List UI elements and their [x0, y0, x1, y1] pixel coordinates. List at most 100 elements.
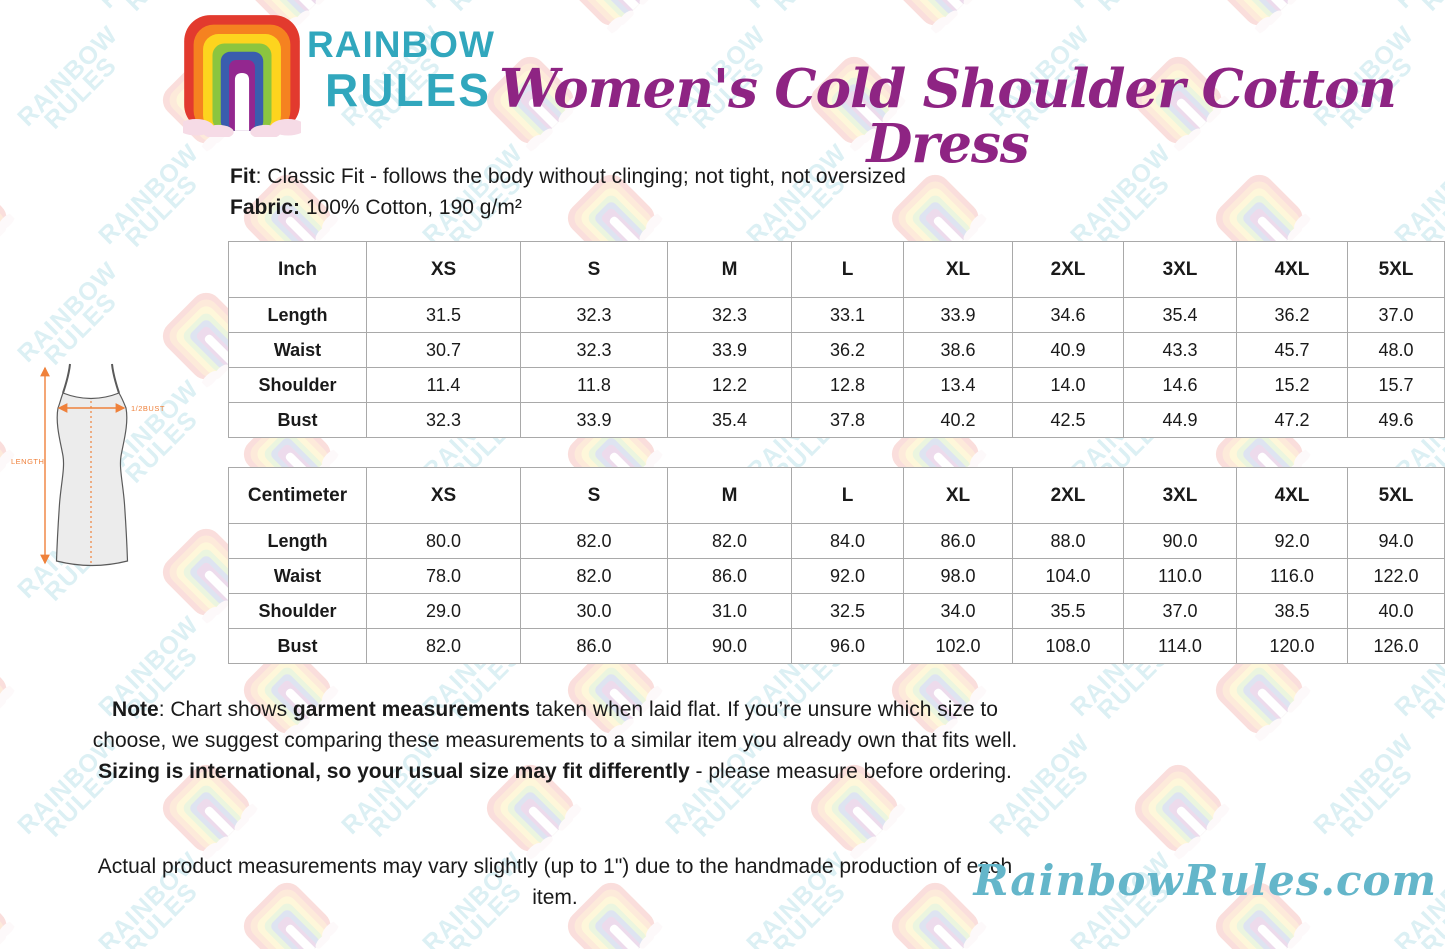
measurement-value-cell: 44.9: [1123, 402, 1237, 438]
fit-label: Fit: [230, 165, 256, 188]
measurement-value-cell: 14.0: [1012, 367, 1124, 403]
fabric-label: Fabric:: [230, 196, 301, 219]
measurement-value-cell: 47.2: [1236, 402, 1348, 438]
note-text: : Chart shows: [158, 698, 293, 721]
inch-size-table: Inch XS S M L XL 2XL 3XL 4XL 5XL Length 31.5 32.3 32.…: [228, 241, 1445, 438]
measurement-value-cell: 104.0: [1012, 558, 1124, 594]
measurement-value-cell: 90.0: [1123, 523, 1237, 559]
size-header-cell: 4XL: [1236, 467, 1348, 524]
measurement-value-cell: 45.7: [1236, 332, 1348, 368]
measurement-row: Bust 82.0 86.0 90.0 96.0 102.0 108.0 114.0 120.0…: [228, 628, 1445, 664]
measurement-value-cell: 31.0: [667, 593, 792, 629]
logo-word-rainbow: RAINBOW: [307, 24, 495, 65]
measurement-value-cell: 32.5: [791, 593, 904, 629]
note-bold-text: garment measurements: [292, 698, 530, 721]
measurement-label-cell: Length: [228, 523, 367, 559]
size-header-cell: XL: [903, 467, 1013, 524]
measurement-value-cell: 88.0: [1012, 523, 1124, 559]
measurement-row: Waist 78.0 82.0 86.0 92.0 98.0 104.0 110.0 116.0…: [228, 558, 1445, 594]
measurement-value-cell: 36.2: [1236, 297, 1348, 333]
measurement-value-cell: 40.9: [1012, 332, 1124, 368]
dress-strap-right: [111, 363, 120, 394]
product-specs: Fit: Classic Fit - follows the body with…: [230, 161, 906, 223]
note-bold-text: Sizing is international, so your usual s…: [98, 760, 690, 783]
watermark-line1: RAINBOW: [741, 0, 852, 14]
watermark-rainbow-logo-icon: [0, 167, 20, 274]
size-header-cell: S: [520, 467, 668, 524]
measurement-value-cell: 33.9: [667, 332, 792, 368]
measurement-value-cell: 40.0: [1347, 593, 1445, 629]
measurement-value-cell: 15.7: [1347, 367, 1445, 403]
fabric-text: 100% Cotton, 190 g/m²: [300, 196, 522, 219]
watermark-line1: RAINBOW: [93, 0, 204, 14]
measurement-value-cell: 33.1: [791, 297, 904, 333]
measurement-value-cell: 82.0: [520, 523, 668, 559]
measurement-row: Shoulder 11.4 11.8 12.2 12.8 13.4 14.0 14.6 15.2…: [228, 367, 1445, 403]
measurement-value-cell: 37.0: [1347, 297, 1445, 333]
watermark-line2: RULES: [120, 169, 204, 253]
measurement-value-cell: 92.0: [791, 558, 904, 594]
site-signature: RainbowRules.com: [973, 856, 1437, 905]
watermark-line2: RULES: [1416, 0, 1445, 17]
dress-strap-left: [62, 363, 71, 394]
rainbow-logo-icon: [178, 14, 306, 142]
measurement-value-cell: 86.0: [903, 523, 1013, 559]
note-bold-text: Note: [112, 698, 159, 721]
measurement-row: Length 31.5 32.3 32.3 33.1 33.9 34.6 35.4 36.2 37…: [228, 297, 1445, 333]
measurement-value-cell: 110.0: [1123, 558, 1237, 594]
measurement-value-cell: 32.3: [520, 332, 668, 368]
measurement-value-cell: 98.0: [903, 558, 1013, 594]
watermark-rainbow-logo-icon: [0, 639, 20, 746]
watermark-line1: RAINBOW: [12, 20, 124, 132]
fit-line: Fit: Classic Fit - follows the body with…: [230, 161, 906, 192]
centimeter-size-table: Centimeter XS S M L XL 2XL 3XL 4XL 5XL Length 80.0 8…: [228, 467, 1445, 664]
measurement-label-cell: Waist: [228, 558, 367, 594]
watermark-rainbow-logo-icon: [1208, 0, 1315, 39]
measurement-value-cell: 82.0: [667, 523, 792, 559]
measurement-value-cell: 116.0: [1236, 558, 1348, 594]
watermark-line1: RAINBOW: [417, 0, 528, 14]
size-header-cell: S: [520, 241, 668, 298]
size-header-cell: XS: [366, 241, 521, 298]
measurement-value-cell: 96.0: [791, 628, 904, 664]
logo-wordmark: RAINBOW RULES: [307, 26, 495, 113]
measurement-row: Shoulder 29.0 30.0 31.0 32.5 34.0 35.5 37.0 38.5…: [228, 593, 1445, 629]
watermark-line2: RULES: [39, 51, 123, 135]
production-note: Actual product measurements may vary sli…: [97, 855, 1013, 909]
page-title: Women's Cold Shoulder Cotton Dress: [499, 57, 1397, 176]
size-header-cell: 4XL: [1236, 241, 1348, 298]
watermark-line2: RULES: [1092, 0, 1175, 17]
size-header-cell: L: [791, 467, 904, 524]
measurement-row: Length 80.0 82.0 82.0 84.0 86.0 88.0 90.0 92.0 94…: [228, 523, 1445, 559]
measurement-label-cell: Bust: [228, 402, 367, 438]
size-header-row: Inch XS S M L XL 2XL 3XL 4XL 5XL: [228, 241, 1445, 298]
measurement-label-cell: Length: [228, 297, 367, 333]
measurement-value-cell: 32.3: [366, 402, 521, 438]
measurement-row: Bust 32.3 33.9 35.4 37.8 40.2 42.5 44.9 47.2 49.6: [228, 402, 1445, 438]
size-header-cell: L: [791, 241, 904, 298]
measurement-value-cell: 78.0: [366, 558, 521, 594]
measurement-value-cell: 122.0: [1347, 558, 1445, 594]
measurement-value-cell: 38.6: [903, 332, 1013, 368]
fit-text: : Classic Fit - follows the body without…: [255, 165, 906, 188]
measurement-value-cell: 13.4: [903, 367, 1013, 403]
watermark-rainbow-logo-icon: [560, 0, 667, 39]
measurement-value-cell: 86.0: [667, 558, 792, 594]
note-text: taken when laid flat. If you’re unsure w…: [92, 698, 1018, 752]
size-header-cell: 5XL: [1347, 241, 1445, 298]
measurement-value-cell: 92.0: [1236, 523, 1348, 559]
watermark-rainbow-logo-icon: [0, 875, 20, 949]
unit-label-cell: Centimeter: [228, 467, 367, 524]
measurement-value-cell: 102.0: [903, 628, 1013, 664]
bust-label: 1/2BUST: [131, 404, 165, 413]
measurement-value-cell: 29.0: [366, 593, 521, 629]
measurement-value-cell: 36.2: [791, 332, 904, 368]
size-header-cell: 3XL: [1123, 467, 1237, 524]
watermark-line2: RULES: [768, 0, 851, 17]
measurement-value-cell: 35.5: [1012, 593, 1124, 629]
measurement-value-cell: 33.9: [903, 297, 1013, 333]
